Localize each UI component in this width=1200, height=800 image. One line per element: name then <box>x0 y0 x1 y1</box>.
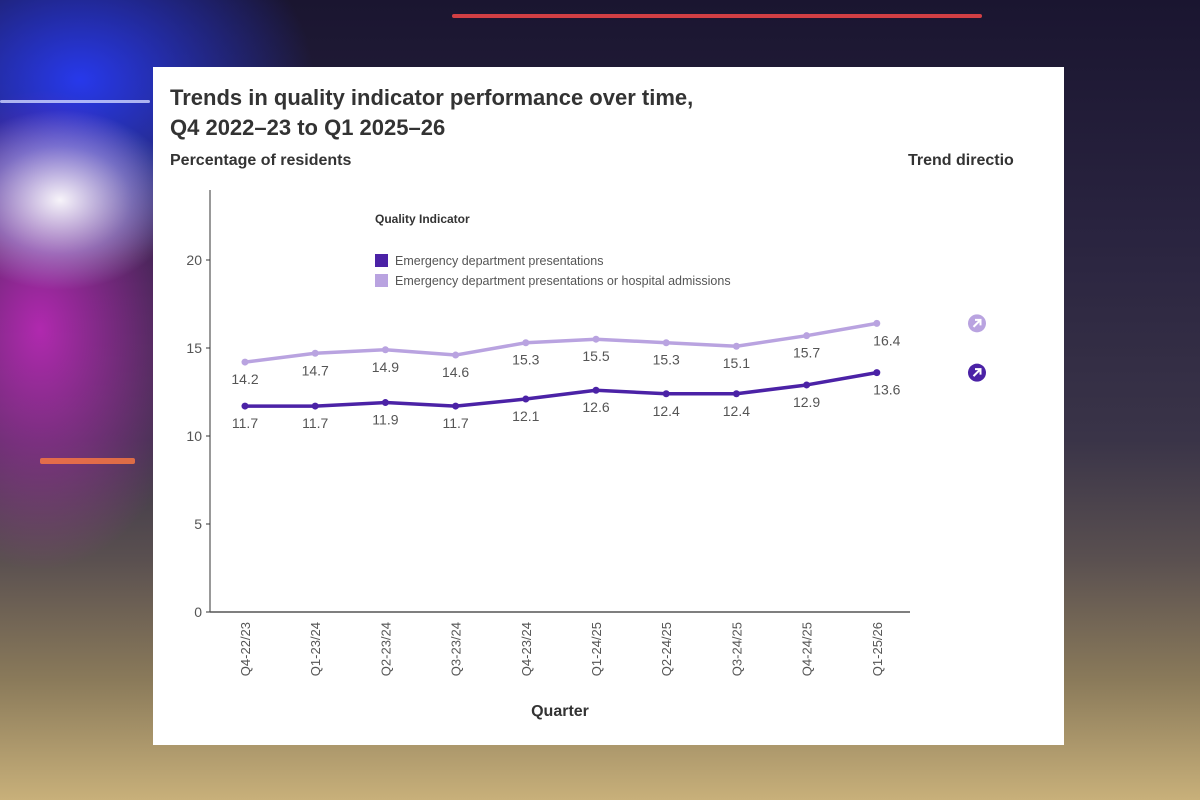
data-point <box>873 369 881 377</box>
data-point <box>662 390 670 398</box>
data-label: 16.4 <box>873 332 900 348</box>
x-tick-label: Q4-24/25 <box>800 622 815 676</box>
y-tick-label: 15 <box>186 340 202 356</box>
data-point <box>452 351 460 359</box>
x-tick-label: Q1-24/25 <box>589 622 604 676</box>
legend-label: Emergency department presentations <box>395 254 603 268</box>
data-label: 14.9 <box>372 359 399 375</box>
data-label: 12.1 <box>512 408 539 424</box>
data-label: 15.7 <box>793 345 820 361</box>
legend-swatch <box>375 254 388 267</box>
data-point <box>592 335 600 343</box>
data-point <box>732 390 740 398</box>
data-label: 15.3 <box>653 352 680 368</box>
data-label: 14.6 <box>442 364 469 380</box>
chart-card: Trends in quality indicator performance … <box>153 67 1064 745</box>
line-chart: 0 5 10 15 20 Q4-22/23 Q1-23/24 Q2-23/24 Q3-23/24… <box>186 190 986 720</box>
arrow-up-right-icon <box>972 318 982 328</box>
x-tick-label: Q4-23/24 <box>519 622 534 676</box>
data-label: 14.2 <box>231 371 258 387</box>
chart-title: Trends in quality indicator performance … <box>170 83 693 143</box>
series-line <box>244 321 878 364</box>
y-tick-label: 20 <box>186 252 202 268</box>
arrow-up-right-icon <box>972 368 982 377</box>
data-point <box>241 358 249 366</box>
data-label: 15.5 <box>582 348 609 364</box>
legend-title: Quality Indicator <box>375 212 470 226</box>
data-label: 11.7 <box>442 415 468 431</box>
series-line <box>245 370 878 408</box>
data-label: 12.4 <box>653 403 680 419</box>
data-label: 12.4 <box>723 403 750 419</box>
data-point <box>732 342 740 350</box>
title-line-1: Trends in quality indicator performance … <box>170 85 694 110</box>
y-tick-label: 10 <box>186 428 202 444</box>
x-tick-label: Q1-25/26 <box>870 622 885 676</box>
x-tick-label: Q3-24/25 <box>729 622 744 676</box>
data-label: 12.9 <box>793 394 820 410</box>
data-label: 13.6 <box>873 382 900 398</box>
x-tick-label: Q2-23/24 <box>378 622 393 676</box>
data-point <box>803 381 811 389</box>
title-line-2: Q4 2022–23 to Q1 2025–26 <box>170 115 446 140</box>
y-tick-label: 5 <box>194 516 202 532</box>
background-streak <box>40 458 135 464</box>
data-point <box>873 319 881 327</box>
y-tick-label: 0 <box>194 604 202 620</box>
data-point <box>311 402 319 410</box>
x-axis-label: Quarter <box>531 703 589 720</box>
data-label: 11.7 <box>232 415 258 431</box>
data-point <box>381 346 389 354</box>
data-point <box>662 339 670 347</box>
data-label: 11.7 <box>302 415 328 431</box>
data-label: 11.9 <box>372 412 398 428</box>
data-label: 14.7 <box>302 362 329 378</box>
data-point <box>241 402 249 410</box>
background-streak <box>452 14 982 18</box>
y-axis-label: Percentage of residents <box>170 152 352 169</box>
x-tick-label: Q4-22/23 <box>238 622 253 676</box>
data-label: 12.6 <box>582 399 609 415</box>
trend-direction-label: Trend directio <box>908 152 1014 169</box>
data-point <box>452 402 460 410</box>
legend-label: Emergency department presentations or ho… <box>395 274 731 288</box>
data-point <box>381 399 389 407</box>
background-streak <box>0 100 150 103</box>
data-point <box>522 395 530 403</box>
data-label: 15.1 <box>723 355 750 371</box>
data-point <box>522 339 530 347</box>
x-tick-label: Q1-23/24 <box>308 622 323 676</box>
legend-swatch <box>375 274 388 287</box>
x-tick-label: Q2-24/25 <box>659 622 674 676</box>
x-tick-label: Q3-23/24 <box>449 622 464 676</box>
data-point <box>311 349 319 357</box>
data-point <box>803 332 811 340</box>
data-label: 15.3 <box>512 352 539 368</box>
data-point <box>592 386 600 394</box>
